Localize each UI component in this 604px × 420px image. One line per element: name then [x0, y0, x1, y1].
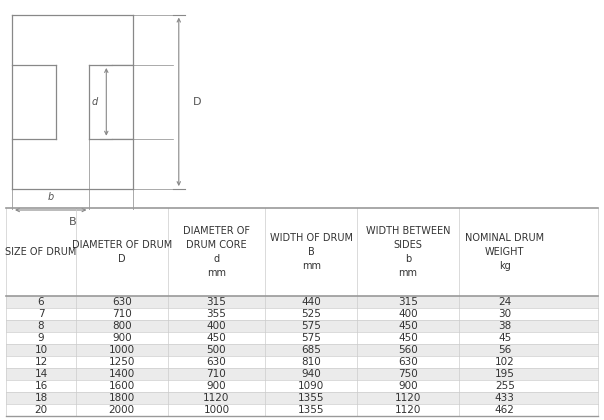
Text: 315: 315 — [398, 297, 418, 307]
Text: 12: 12 — [34, 357, 48, 367]
Bar — [6, 391, 598, 404]
Text: 18: 18 — [34, 393, 48, 403]
Text: 462: 462 — [495, 404, 515, 415]
Bar — [6, 368, 598, 380]
Text: 450: 450 — [398, 320, 418, 331]
Text: NOMINAL DRUM
WEIGHT
kg: NOMINAL DRUM WEIGHT kg — [465, 233, 544, 271]
Text: 685: 685 — [301, 344, 321, 354]
Text: 560: 560 — [398, 344, 418, 354]
Text: 433: 433 — [495, 393, 515, 403]
Text: 500: 500 — [207, 344, 226, 354]
Text: 2000: 2000 — [109, 404, 135, 415]
Bar — [6, 320, 598, 331]
Text: 10: 10 — [34, 344, 48, 354]
Text: 8: 8 — [37, 320, 44, 331]
Text: 315: 315 — [207, 297, 226, 307]
Text: 255: 255 — [495, 381, 515, 391]
Text: 710: 710 — [207, 369, 226, 378]
Text: 38: 38 — [498, 320, 512, 331]
Text: 1355: 1355 — [298, 393, 324, 403]
Text: 1000: 1000 — [109, 344, 135, 354]
Text: 30: 30 — [498, 309, 512, 318]
Text: WIDTH BETWEEN
SIDES
b
mm: WIDTH BETWEEN SIDES b mm — [365, 226, 450, 278]
Text: 630: 630 — [112, 297, 132, 307]
Text: 1120: 1120 — [395, 393, 421, 403]
Text: WIDTH OF DRUM
B
mm: WIDTH OF DRUM B mm — [269, 233, 353, 271]
Text: 630: 630 — [398, 357, 418, 367]
Text: 400: 400 — [207, 320, 226, 331]
Text: 440: 440 — [301, 297, 321, 307]
Text: 1355: 1355 — [298, 404, 324, 415]
Text: 9: 9 — [37, 333, 44, 343]
Text: 450: 450 — [398, 333, 418, 343]
Text: B: B — [69, 217, 76, 227]
Text: 400: 400 — [398, 309, 418, 318]
Text: 630: 630 — [207, 357, 226, 367]
Text: 20: 20 — [34, 404, 48, 415]
Text: 900: 900 — [207, 381, 226, 391]
Bar — [6, 296, 598, 307]
Text: 710: 710 — [112, 309, 132, 318]
Text: 810: 810 — [301, 357, 321, 367]
Text: b: b — [48, 192, 54, 202]
Text: 6: 6 — [37, 297, 44, 307]
Text: SIZE OF DRUM: SIZE OF DRUM — [5, 247, 77, 257]
Text: 800: 800 — [112, 320, 132, 331]
Text: 900: 900 — [112, 333, 132, 343]
Text: 1120: 1120 — [204, 393, 230, 403]
Text: 1400: 1400 — [109, 369, 135, 378]
Text: 575: 575 — [301, 320, 321, 331]
Text: d: d — [91, 97, 97, 107]
Text: D: D — [193, 97, 202, 107]
Text: 750: 750 — [398, 369, 418, 378]
Text: 355: 355 — [207, 309, 226, 318]
Text: 1120: 1120 — [395, 404, 421, 415]
Text: 900: 900 — [398, 381, 418, 391]
Text: 575: 575 — [301, 333, 321, 343]
Text: 1800: 1800 — [109, 393, 135, 403]
Text: 56: 56 — [498, 344, 512, 354]
Text: 525: 525 — [301, 309, 321, 318]
Bar — [6, 344, 598, 356]
Text: DIAMETER OF
DRUM CORE
d
mm: DIAMETER OF DRUM CORE d mm — [183, 226, 250, 278]
Text: 1600: 1600 — [109, 381, 135, 391]
Text: 450: 450 — [207, 333, 226, 343]
Text: 1000: 1000 — [204, 404, 230, 415]
Text: 14: 14 — [34, 369, 48, 378]
Text: 195: 195 — [495, 369, 515, 378]
Text: DIAMETER OF DRUM
D: DIAMETER OF DRUM D — [72, 240, 172, 264]
Text: 102: 102 — [495, 357, 515, 367]
Text: 7: 7 — [37, 309, 44, 318]
Text: 1250: 1250 — [109, 357, 135, 367]
Text: 16: 16 — [34, 381, 48, 391]
Text: 45: 45 — [498, 333, 512, 343]
Text: 1090: 1090 — [298, 381, 324, 391]
Text: 940: 940 — [301, 369, 321, 378]
Text: 24: 24 — [498, 297, 512, 307]
